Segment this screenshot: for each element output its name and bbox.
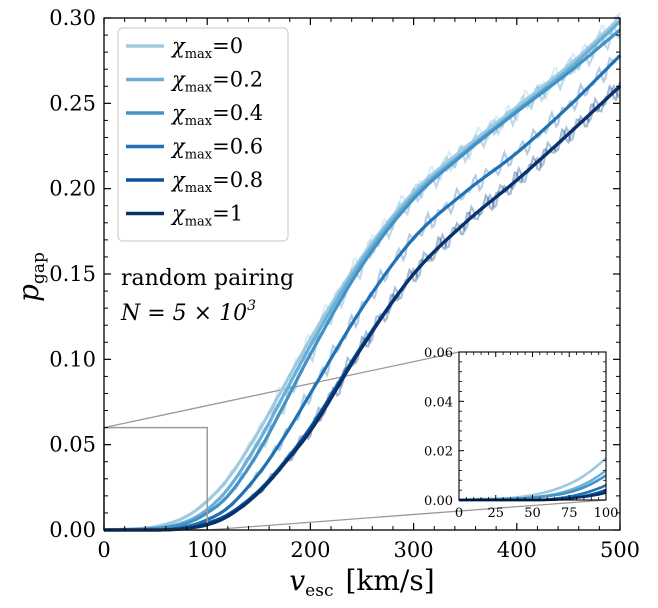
legend-equals: =	[212, 34, 230, 58]
legend-entry: χmax=0.4	[170, 101, 263, 129]
legend-equals: =	[212, 202, 230, 226]
legend-symbol: χ	[170, 202, 186, 226]
legend-subscript: max	[185, 215, 213, 230]
x-tick-label: 300	[394, 538, 434, 562]
legend-entry: χmax=0.2	[170, 68, 263, 96]
legend-subscript: max	[185, 47, 213, 62]
legend: χmax=0χmax=0.2χmax=0.4χmax=0.6χmax=0.8χm…	[117, 27, 289, 242]
legend-label: 0.2	[230, 68, 263, 92]
zoom-connector-bottom	[207, 499, 607, 531]
y-tick-label: 0.10	[49, 347, 96, 371]
x-tick-label: 200	[290, 538, 330, 562]
legend-subscript: max	[185, 81, 213, 96]
inset-x-tick-label: 100	[594, 506, 619, 521]
y-tick-label: 0.05	[49, 433, 96, 457]
legend-equals: =	[212, 101, 230, 125]
x-axis-label-unit: [km/s]	[345, 564, 434, 597]
legend-equals: =	[212, 135, 230, 159]
main-axis-ticks: 0 100 200 300 400 5000.000.050.100.150.200.25…	[49, 6, 640, 562]
inset-y-tick-label: 0.06	[424, 346, 453, 361]
x-axis-label-main: v	[289, 564, 305, 597]
legend-equals: =	[212, 68, 230, 92]
legend-entry: χmax=0.8	[170, 168, 263, 196]
legend-entry: χmax=1	[170, 202, 243, 230]
legend-symbol: χ	[170, 68, 186, 92]
inset-x-tick-label: 75	[561, 506, 578, 521]
inset-background	[459, 352, 606, 500]
inset-x-tick-label: 50	[524, 506, 541, 521]
inset-y-tick-label: 0.00	[424, 494, 453, 509]
legend-subscript: max	[185, 114, 213, 129]
inset-x-tick-label: 0	[455, 506, 463, 521]
x-tick-label: 0	[97, 538, 110, 562]
annotation-line-2: N = 5 × 103	[120, 298, 256, 326]
legend-label: 0.8	[230, 168, 263, 192]
y-tick-label: 0.15	[49, 262, 96, 286]
legend-subscript: max	[185, 181, 213, 196]
series-line-5	[104, 85, 622, 532]
x-axis-label: vesc [km/s]	[289, 564, 434, 601]
legend-label: 0.4	[230, 101, 263, 125]
inset-y-tick-label: 0.02	[424, 445, 453, 460]
x-tick-label: 500	[600, 538, 640, 562]
inset-plot: 0 25 50 75 100 0.00 0.02 0.04 0.06	[424, 346, 618, 521]
y-axis-label-main: p	[12, 284, 45, 302]
legend-subscript: max	[185, 148, 213, 163]
x-tick-label: 100	[187, 538, 227, 562]
y-axis-label: pgap	[12, 252, 49, 302]
legend-label: 0	[230, 34, 243, 58]
legend-symbol: χ	[170, 101, 186, 125]
annotation-line-2-prefix: N = 5 × 10	[120, 301, 247, 326]
series-line-0	[103, 16, 622, 532]
x-tick-label: 400	[497, 538, 537, 562]
series-line-3	[104, 54, 622, 532]
legend-symbol: χ	[170, 135, 186, 159]
y-tick-label: 0.20	[49, 177, 96, 201]
x-axis-label-sub: esc	[305, 581, 333, 601]
inset-axis-ticks: 0 25 50 75 100 0.00 0.02 0.04 0.06	[424, 346, 618, 521]
y-axis-label-sub: gap	[29, 252, 49, 284]
annotation-line-1: random pairing	[121, 266, 294, 291]
legend-entry: χmax=0	[170, 34, 243, 62]
main-series-lines	[103, 16, 622, 532]
legend-label: 0.6	[230, 135, 263, 159]
legend-label: 1	[230, 202, 243, 226]
annotation-line-2-exponent: 3	[247, 298, 256, 314]
legend-entry: χmax=0.6	[170, 135, 263, 163]
y-tick-label: 0.25	[49, 91, 96, 115]
inset-y-tick-label: 0.04	[424, 395, 453, 410]
legend-symbol: χ	[170, 168, 186, 192]
y-tick-label: 0.30	[49, 6, 96, 30]
y-tick-label: 0.00	[49, 518, 96, 542]
inset-x-tick-label: 25	[487, 506, 504, 521]
series-line-2	[103, 28, 622, 532]
legend-symbol: χ	[170, 34, 186, 58]
series-line-1	[103, 20, 622, 532]
legend-equals: =	[212, 168, 230, 192]
